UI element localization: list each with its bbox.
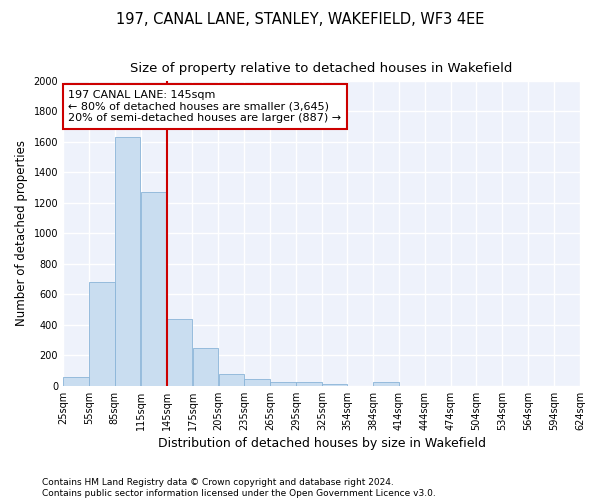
Y-axis label: Number of detached properties: Number of detached properties xyxy=(15,140,28,326)
Bar xyxy=(115,138,140,386)
X-axis label: Distribution of detached houses by size in Wakefield: Distribution of detached houses by size … xyxy=(158,437,485,450)
Bar xyxy=(296,382,322,386)
Bar xyxy=(218,374,244,386)
Text: 197, CANAL LANE, STANLEY, WAKEFIELD, WF3 4EE: 197, CANAL LANE, STANLEY, WAKEFIELD, WF3… xyxy=(116,12,484,28)
Bar xyxy=(244,378,270,386)
Bar xyxy=(89,282,115,386)
Text: 197 CANAL LANE: 145sqm
← 80% of detached houses are smaller (3,645)
20% of semi-: 197 CANAL LANE: 145sqm ← 80% of detached… xyxy=(68,90,341,123)
Bar xyxy=(373,382,398,386)
Bar xyxy=(141,192,166,386)
Bar xyxy=(193,348,218,386)
Bar xyxy=(63,376,89,386)
Title: Size of property relative to detached houses in Wakefield: Size of property relative to detached ho… xyxy=(130,62,513,76)
Bar xyxy=(322,384,347,386)
Bar xyxy=(271,382,296,386)
Bar xyxy=(167,318,192,386)
Text: Contains HM Land Registry data © Crown copyright and database right 2024.
Contai: Contains HM Land Registry data © Crown c… xyxy=(42,478,436,498)
